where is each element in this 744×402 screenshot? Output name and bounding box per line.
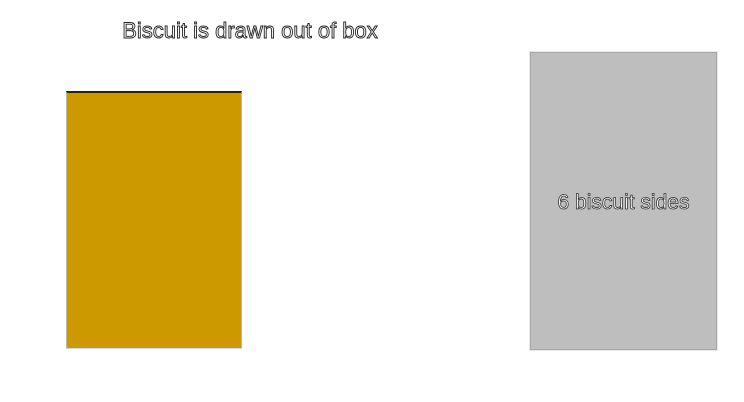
faint-text-line-2	[531, 283, 716, 305]
biscuit-box	[66, 91, 242, 349]
diagram-title: Biscuit is drawn out of box	[122, 18, 378, 44]
biscuit-sides-label: 6 biscuit sides	[557, 191, 690, 215]
faint-text-line-1	[531, 253, 716, 275]
biscuit-card: 6 biscuit sides	[530, 52, 717, 350]
